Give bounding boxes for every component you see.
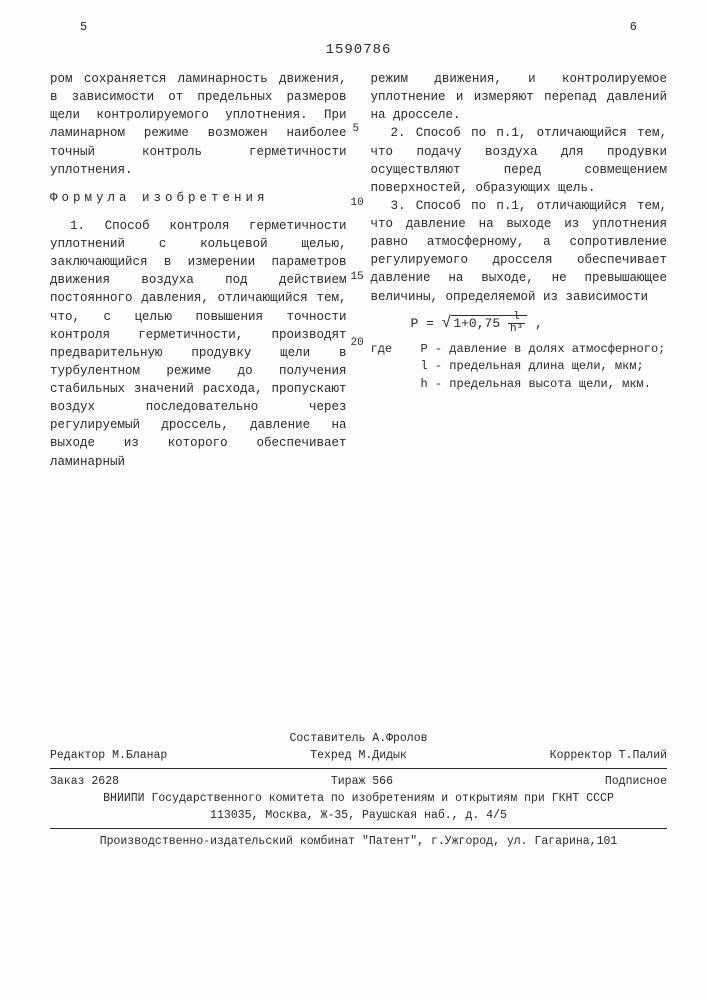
order-row: Заказ 2628 Тираж 566 Подписное — [50, 773, 667, 790]
right-para2: 2. Способ по п.1, отличающийся тем, что … — [371, 124, 668, 197]
left-para1: ром сохраняется ламинарность движения, в… — [50, 70, 347, 179]
org: ВНИИПИ Государственного комитета по изоб… — [50, 790, 667, 807]
where-block: где P - давление в долях атмосферного; l… — [371, 341, 668, 393]
line-mark-15: 15 — [351, 270, 364, 286]
footer: Составитель А.Фролов Редактор М.Бланар Т… — [50, 730, 667, 850]
formula: P = √1+0,75 l h³ , — [411, 312, 668, 335]
korrektor: Корректор Т.Палий — [550, 749, 667, 762]
page-right: 6 — [630, 20, 637, 34]
footer-divider-1 — [50, 768, 667, 769]
where-p: P - давление в долях атмосферного; — [421, 341, 666, 358]
formula-lhs: P = — [411, 316, 434, 331]
sqrt-icon: √ — [442, 314, 452, 332]
where-p-row: где P - давление в долях атмосферного; — [371, 341, 668, 358]
podpisnoe: Подписное — [605, 775, 667, 788]
sqrt-body: 1+0,75 l h³ — [451, 315, 527, 331]
formula-title: Формула изобретения — [50, 189, 347, 207]
where-spacer2 — [371, 376, 421, 393]
left-column: ром сохраняется ламинарность движения, в… — [50, 70, 347, 471]
right-para3: 3. Способ по п.1, отличающийся тем, что … — [371, 197, 668, 306]
formula-coeff: 1+0,75 — [453, 316, 500, 331]
where-l: l - предельная длина щели, мкм; — [421, 358, 644, 375]
staff-row: Редактор М.Бланар Техред М.Дидык Коррект… — [50, 747, 667, 764]
where-h: h - предельная высота щели, мкм. — [421, 376, 651, 393]
address: 113035, Москва, Ж-35, Раушская наб., д. … — [50, 807, 667, 824]
two-column-body: ром сохраняется ламинарность движения, в… — [50, 70, 667, 471]
header-row: 5 6 — [50, 20, 667, 34]
where-spacer — [371, 358, 421, 375]
frac-den: h³ — [508, 324, 525, 335]
redaktor: Редактор М.Бланар — [50, 749, 167, 762]
left-para2: 1. Способ контроля герметичности уплотне… — [50, 217, 347, 471]
sostavitel: Составитель А.Фролов — [50, 730, 667, 747]
patent-page: 5 6 1590786 ром сохраняется ламинарность… — [0, 0, 707, 491]
where-intro: где — [371, 341, 421, 358]
right-para1: режим движения, и контролируемое уплотне… — [371, 70, 668, 124]
formula-frac: l h³ — [508, 312, 525, 335]
production: Производственно-издательский комбинат "П… — [50, 833, 667, 850]
where-h-row: h - предельная высота щели, мкм. — [371, 376, 668, 393]
line-mark-10: 10 — [351, 196, 364, 212]
right-column: 5 10 15 20 режим движения, и контролируе… — [371, 70, 668, 471]
zakaz: Заказ 2628 — [50, 775, 119, 788]
tirazh: Тираж 566 — [331, 775, 393, 788]
footer-divider-2 — [50, 828, 667, 829]
tehred: Техред М.Дидык — [310, 749, 407, 762]
where-l-row: l - предельная длина щели, мкм; — [371, 358, 668, 375]
doc-number: 1590786 — [50, 42, 667, 58]
page-left: 5 — [80, 20, 87, 34]
line-mark-5: 5 — [353, 122, 360, 138]
frac-num: l — [508, 312, 525, 324]
line-mark-20: 20 — [351, 336, 364, 352]
